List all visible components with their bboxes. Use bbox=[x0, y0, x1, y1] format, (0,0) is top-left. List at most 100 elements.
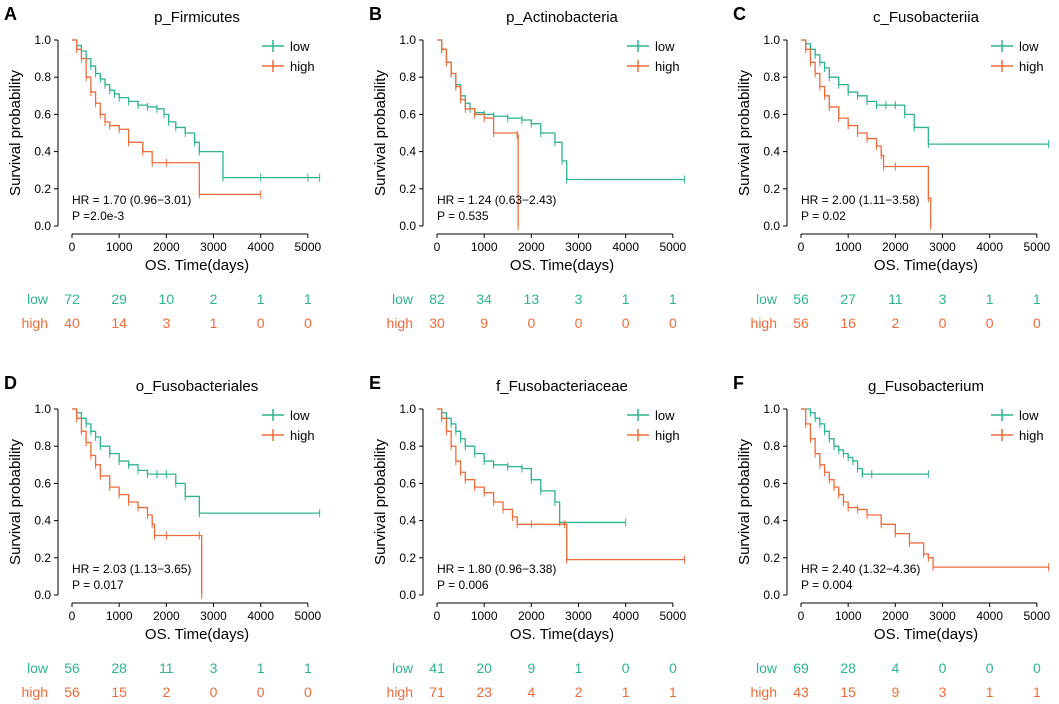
y-tick-label: 0.4 bbox=[34, 145, 51, 159]
risk-count-low: 10 bbox=[159, 291, 175, 307]
p-value-annotation: P =2.0e-3 bbox=[72, 209, 124, 223]
x-tick-label: 2000 bbox=[518, 609, 545, 623]
chart-title: c_Fusobacteriia bbox=[873, 9, 980, 26]
x-tick-label: 0 bbox=[434, 240, 441, 254]
legend-label-high: high bbox=[1019, 428, 1044, 443]
risk-count-high: 9 bbox=[480, 315, 488, 331]
risk-count-high: 43 bbox=[793, 684, 809, 700]
risk-table-label-high: high bbox=[387, 684, 413, 700]
x-tick-label: 4000 bbox=[612, 609, 639, 623]
y-tick-label: 0.4 bbox=[763, 145, 780, 159]
y-axis-label: Survival probability bbox=[736, 439, 753, 565]
risk-count-high: 0 bbox=[1033, 315, 1041, 331]
y-tick-label: 0.0 bbox=[763, 588, 780, 602]
x-tick-label: 0 bbox=[798, 240, 805, 254]
hr-annotation: HR = 2.00 (1.11−3.58) bbox=[801, 193, 920, 207]
x-axis-label: OS. Time(days) bbox=[510, 257, 614, 274]
x-tick-label: 2000 bbox=[518, 240, 545, 254]
y-tick-label: 0.8 bbox=[763, 439, 780, 453]
risk-count-low: 56 bbox=[64, 660, 80, 676]
km-curve-high bbox=[437, 408, 685, 561]
risk-count-high: 0 bbox=[257, 684, 265, 700]
y-axis-label: Survival probability bbox=[7, 439, 24, 565]
km-curve-high bbox=[801, 408, 1049, 568]
x-tick-label: 4000 bbox=[976, 240, 1003, 254]
risk-count-low: 0 bbox=[622, 660, 630, 676]
risk-count-low: 72 bbox=[64, 291, 80, 307]
risk-count-high: 1 bbox=[986, 684, 994, 700]
x-tick-label: 0 bbox=[69, 609, 76, 623]
risk-table-label-low: low bbox=[27, 291, 49, 307]
legend-label-low: low bbox=[655, 408, 675, 423]
legend-label-low: low bbox=[1019, 39, 1039, 54]
risk-count-high: 0 bbox=[304, 315, 312, 331]
y-tick-label: 0.4 bbox=[399, 145, 416, 159]
x-tick-label: 4000 bbox=[612, 240, 639, 254]
legend-label-low: low bbox=[655, 39, 675, 54]
y-tick-label: 0.0 bbox=[763, 219, 780, 233]
y-tick-label: 0.2 bbox=[399, 182, 416, 196]
y-tick-label: 1.0 bbox=[34, 402, 51, 416]
p-value-annotation: P = 0.006 bbox=[437, 578, 489, 592]
legend-label-high: high bbox=[1019, 59, 1044, 74]
risk-count-high: 0 bbox=[210, 684, 218, 700]
risk-count-low: 34 bbox=[476, 291, 492, 307]
hr-annotation: HR = 1.24 (0.63−2.43) bbox=[437, 193, 556, 207]
risk-count-high: 2 bbox=[162, 684, 170, 700]
x-axis-label: OS. Time(days) bbox=[874, 626, 978, 643]
y-tick-label: 0.0 bbox=[34, 588, 51, 602]
risk-count-low: 3 bbox=[575, 291, 583, 307]
y-tick-label: 0.8 bbox=[34, 70, 51, 84]
risk-count-high: 1 bbox=[669, 684, 677, 700]
x-tick-label: 5000 bbox=[659, 609, 686, 623]
x-axis-label: OS. Time(days) bbox=[510, 626, 614, 643]
y-tick-label: 0.6 bbox=[34, 107, 51, 121]
y-axis-label: Survival probability bbox=[7, 70, 24, 196]
risk-count-low: 3 bbox=[210, 660, 218, 676]
legend-label-high: high bbox=[290, 428, 315, 443]
km-curve-low bbox=[72, 408, 320, 514]
risk-count-low: 1 bbox=[257, 660, 265, 676]
km-curve-low bbox=[437, 408, 626, 524]
x-axis-label: OS. Time(days) bbox=[145, 257, 249, 274]
y-tick-label: 0.8 bbox=[399, 70, 416, 84]
x-tick-label: 1000 bbox=[471, 609, 498, 623]
x-tick-label: 1000 bbox=[106, 609, 133, 623]
risk-count-low: 0 bbox=[986, 660, 994, 676]
x-tick-label: 4000 bbox=[247, 240, 274, 254]
risk-count-low: 20 bbox=[476, 660, 492, 676]
x-tick-label: 3000 bbox=[200, 609, 227, 623]
km-curve-low bbox=[72, 39, 320, 179]
x-tick-label: 0 bbox=[798, 609, 805, 623]
risk-table-label-high: high bbox=[751, 315, 777, 331]
risk-count-low: 29 bbox=[111, 291, 127, 307]
km-curve-high bbox=[72, 408, 203, 595]
risk-count-low: 1 bbox=[575, 660, 583, 676]
risk-count-low: 1 bbox=[304, 660, 312, 676]
risk-count-high: 71 bbox=[429, 684, 445, 700]
legend-label-high: high bbox=[655, 59, 680, 74]
y-tick-label: 0.0 bbox=[34, 219, 51, 233]
x-tick-label: 3000 bbox=[929, 609, 956, 623]
risk-count-high: 40 bbox=[64, 315, 80, 331]
risk-count-low: 1 bbox=[986, 291, 994, 307]
risk-count-high: 1 bbox=[622, 684, 630, 700]
p-value-annotation: P = 0.02 bbox=[801, 209, 846, 223]
y-tick-label: 0.0 bbox=[399, 588, 416, 602]
x-tick-label: 2000 bbox=[153, 240, 180, 254]
risk-count-low: 28 bbox=[840, 660, 856, 676]
y-axis-label: Survival probability bbox=[372, 70, 389, 196]
p-value-annotation: P = 0.017 bbox=[72, 578, 124, 592]
risk-count-low: 2 bbox=[210, 291, 218, 307]
risk-count-low: 1 bbox=[669, 291, 677, 307]
y-tick-label: 0.6 bbox=[399, 107, 416, 121]
risk-count-low: 69 bbox=[793, 660, 809, 676]
chart-title: f_Fusobacteriaceae bbox=[496, 378, 628, 395]
y-axis-label: Survival probability bbox=[736, 70, 753, 196]
y-tick-label: 1.0 bbox=[34, 33, 51, 47]
chart-title: g_Fusobacterium bbox=[868, 378, 984, 395]
risk-count-low: 0 bbox=[939, 660, 947, 676]
risk-count-high: 0 bbox=[575, 315, 583, 331]
